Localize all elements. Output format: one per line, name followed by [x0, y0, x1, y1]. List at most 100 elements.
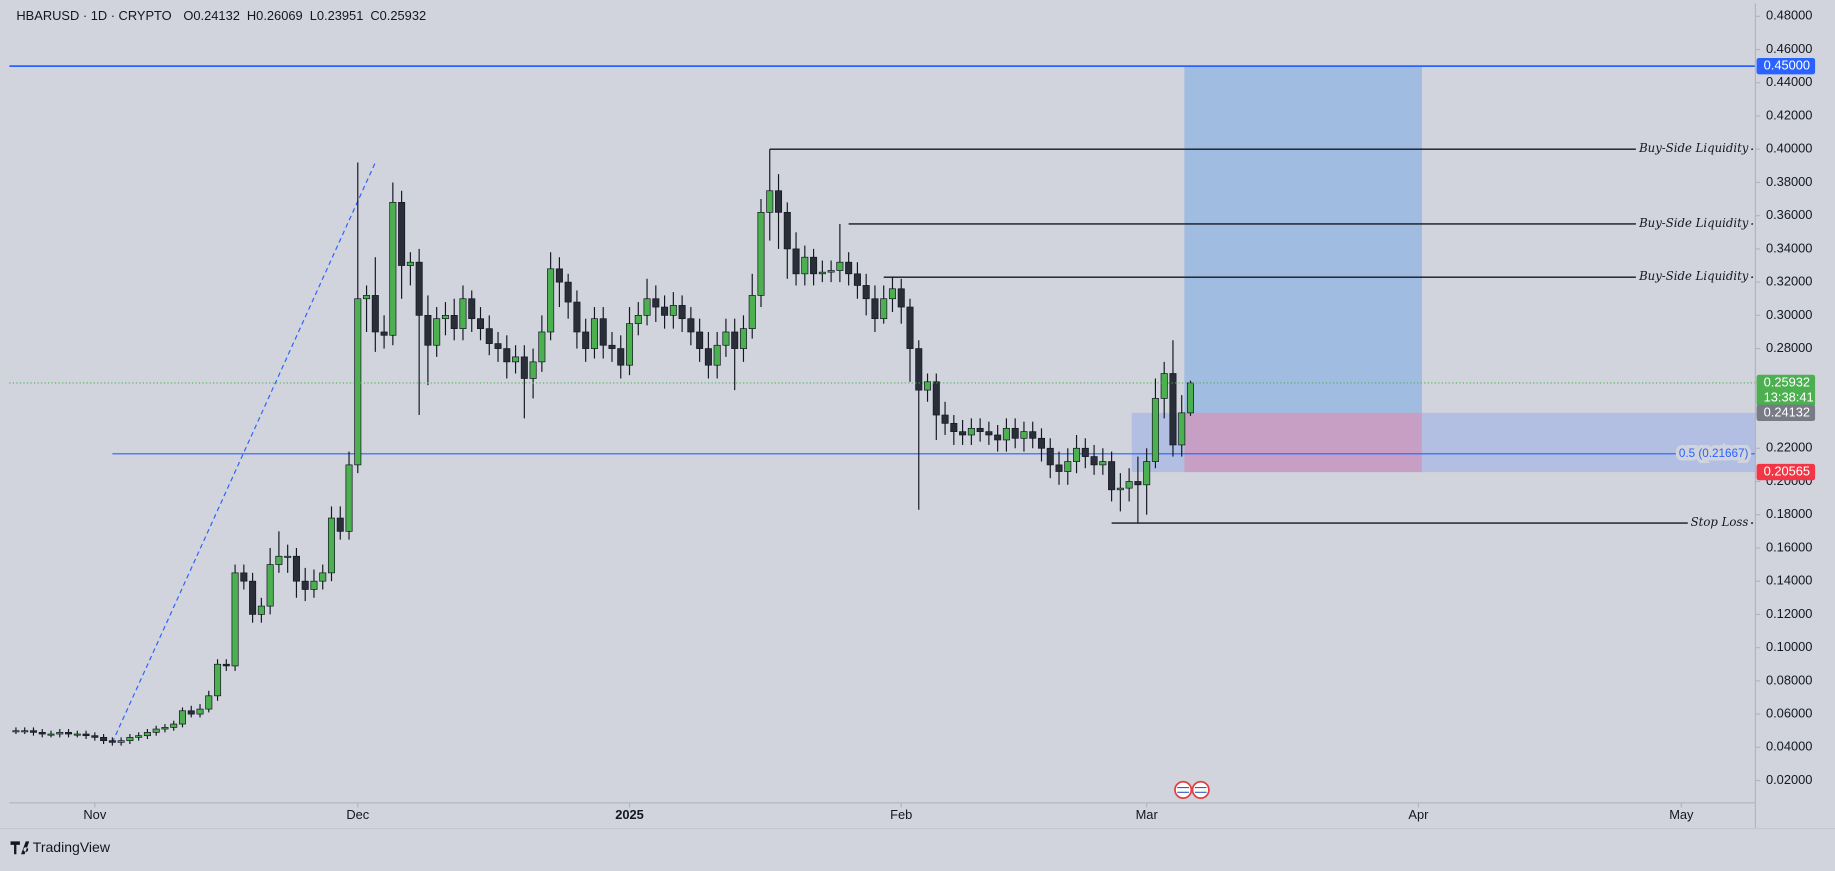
- candle-body: [599, 318, 607, 346]
- y-tick-label: 0.08000: [1766, 672, 1812, 687]
- candle-body: [161, 727, 169, 730]
- candle-body: [205, 695, 213, 710]
- candle-body: [906, 306, 914, 349]
- candle-body: [564, 281, 572, 303]
- candle-body: [608, 344, 616, 349]
- candle-body: [871, 298, 879, 320]
- y-tick-label: 0.34000: [1766, 240, 1812, 255]
- candle-body: [292, 555, 300, 582]
- candle-body: [1064, 461, 1072, 472]
- candle-body: [1178, 412, 1186, 446]
- candle-body: [739, 328, 747, 349]
- candle-body: [792, 248, 800, 275]
- candle-body: [687, 318, 695, 333]
- y-tick-label: 0.16000: [1766, 539, 1812, 554]
- candle-body: [380, 331, 388, 336]
- candle-body: [301, 580, 309, 590]
- candle-body: [757, 211, 765, 296]
- candle-body: [1020, 431, 1028, 439]
- candle-body: [56, 732, 64, 735]
- candle-body: [354, 298, 362, 466]
- candle-body: [985, 431, 993, 436]
- candle-body: [582, 331, 590, 349]
- candle-body: [520, 356, 528, 379]
- liquidity-label: Stop Loss: [1691, 515, 1749, 529]
- candle-body: [827, 270, 835, 273]
- candle-body: [441, 315, 449, 320]
- candle-body: [196, 708, 204, 715]
- x-tick-label: 2025: [615, 807, 644, 822]
- candle-body: [967, 427, 975, 436]
- candle-body: [1046, 447, 1054, 466]
- candle-body: [1090, 456, 1098, 466]
- last-price-tag: 0.25932: [1764, 374, 1810, 389]
- candle-body: [187, 710, 195, 715]
- target-zone: [1184, 66, 1422, 413]
- chart-header: HBARUSD · 1D · CRYPTO: [16, 8, 171, 23]
- x-tick-label: Dec: [346, 807, 369, 822]
- candle-body: [29, 730, 37, 733]
- candle-body: [538, 331, 546, 363]
- candle-body: [547, 268, 555, 333]
- y-tick-label: 0.10000: [1766, 639, 1812, 654]
- brand-name: TradingView: [33, 839, 111, 855]
- candle-body: [652, 298, 660, 308]
- candle-body: [722, 331, 730, 346]
- candle-body: [327, 517, 336, 574]
- y-tick-label: 0.42000: [1766, 107, 1812, 122]
- candle-body: [1160, 373, 1168, 399]
- liquidity-label: Buy-Side Liquidity: [1638, 216, 1749, 230]
- header-ohlc: H0.26069: [247, 8, 303, 23]
- candle-body: [1099, 461, 1107, 466]
- candle-body: [1116, 487, 1124, 491]
- candle-body: [459, 298, 467, 329]
- candle-body: [336, 517, 344, 532]
- header-ohlc: O0.24132: [183, 8, 240, 23]
- y-tick-label: 0.40000: [1766, 141, 1812, 156]
- entry-price-tag: 0.24132: [1764, 404, 1810, 419]
- candle-body: [573, 301, 581, 333]
- fib-label: 0.5 (0.21667): [1679, 447, 1749, 460]
- x-tick-label: May: [1669, 807, 1694, 822]
- candle-body: [617, 348, 625, 366]
- candle-body: [398, 202, 406, 266]
- candle-body: [704, 348, 712, 366]
- candle-body: [135, 735, 143, 738]
- candle-body: [775, 190, 783, 213]
- y-tick-label: 0.48000: [1766, 8, 1812, 23]
- candle-body: [915, 348, 923, 391]
- candle-body: [275, 555, 283, 565]
- candle-body: [214, 663, 222, 697]
- candle-body: [888, 288, 896, 300]
- candle-body: [1134, 481, 1142, 486]
- y-tick-label: 0.22000: [1766, 440, 1812, 455]
- candle-body: [389, 202, 397, 336]
- y-tick-label: 0.04000: [1766, 739, 1812, 754]
- candle-body: [512, 356, 520, 363]
- plot-area: Buy-Side Liquidity Buy-Side Liquidity Buy-…: [9, 65, 1756, 746]
- y-tick-label: 0.12000: [1766, 606, 1812, 621]
- candle-body: [880, 298, 888, 320]
- candle-body: [1037, 437, 1045, 449]
- candle-body: [897, 288, 905, 308]
- candle-body: [1125, 481, 1133, 489]
- candle-body: [222, 663, 230, 667]
- y-tick-label: 0.36000: [1766, 207, 1812, 222]
- entry-price-tag-bg: [1756, 404, 1816, 422]
- x-tick-label: Mar: [1136, 807, 1159, 822]
- candle-body: [818, 271, 826, 275]
- candle-body: [468, 298, 476, 320]
- candle-body: [284, 555, 292, 558]
- x-tick-label: Nov: [83, 807, 106, 822]
- candle-body: [626, 323, 634, 366]
- candle-body: [371, 295, 379, 333]
- candle-body: [853, 273, 861, 286]
- x-tick-label: Apr: [1408, 807, 1429, 822]
- candle-body: [748, 295, 756, 329]
- candle-body: [766, 190, 774, 213]
- candle-body: [485, 328, 493, 344]
- candle-body: [696, 331, 704, 349]
- candle-body: [1055, 464, 1063, 472]
- header-ohlc: L0.23951: [310, 8, 364, 23]
